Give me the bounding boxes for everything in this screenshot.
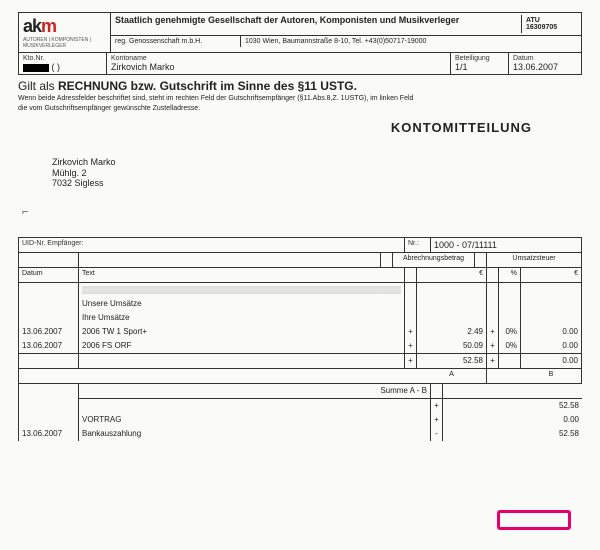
org-title: Staatlich genehmigte Gesellschaft der Au… bbox=[115, 15, 521, 33]
row-text: Unsere Umsätze bbox=[79, 297, 405, 311]
name-value: Zirkovich Marko bbox=[111, 62, 446, 72]
bet-value: 1/1 bbox=[455, 62, 504, 72]
nr-value: 1000 - 07/11111 bbox=[431, 238, 581, 252]
nr-label: Nr.: bbox=[405, 238, 431, 252]
col-b: B bbox=[521, 369, 581, 383]
col-eur2: € bbox=[521, 268, 581, 282]
uid-label: UID-Nr. Empfänger: bbox=[19, 238, 405, 252]
row-text: Ihre Umsätze bbox=[79, 311, 405, 325]
col-umsatzsteuer: Umsatzsteuer bbox=[487, 253, 581, 267]
addr-line1: Zirkovich Marko bbox=[52, 157, 582, 168]
logo-main: ak bbox=[23, 16, 41, 36]
bank-label: Bankauszahlung bbox=[79, 427, 431, 441]
row-text: 2006 FS ORF bbox=[79, 339, 405, 353]
date-label: Datum bbox=[513, 55, 577, 62]
kto-label: Kto.Nr. bbox=[23, 55, 102, 62]
crop-mark-icon: ⌐ bbox=[22, 206, 28, 218]
row-text: 2006 TW 1 Sport+ bbox=[79, 325, 405, 339]
sum-a-b-label: Summe A - B bbox=[79, 384, 431, 398]
header-box: akm AUTOREN | KOMPONISTEN | MUSIKVERLEGE… bbox=[18, 12, 582, 53]
col-a: A bbox=[417, 369, 487, 383]
kto-value: ( ) bbox=[52, 62, 61, 72]
col-text: Text bbox=[79, 268, 405, 282]
date-value: 13.06.2007 bbox=[513, 62, 577, 72]
org-address: 1030 Wien, Baumannstraße 8-10, Tel. +43(… bbox=[241, 36, 525, 47]
subtotal-u: 0.00 bbox=[521, 354, 581, 368]
atu-label: ATU bbox=[526, 17, 573, 24]
bank-date: 13.06.2007 bbox=[19, 427, 79, 441]
redacted-kto bbox=[23, 64, 49, 72]
atu-value: 16309705 bbox=[526, 24, 573, 31]
addr-line2: Mühlg. 2 bbox=[52, 168, 582, 179]
name-label: Kontoname bbox=[111, 55, 446, 62]
row-amount: 50.09 bbox=[417, 339, 487, 353]
reg-text: reg. Genossenschaft m.b.H. bbox=[111, 36, 241, 47]
invoice-heading: Gilt als RECHNUNG bzw. Gutschrift im Sin… bbox=[18, 79, 582, 93]
addr-line3: 7032 Sigless bbox=[52, 178, 582, 189]
statement-table: UID-Nr. Empfänger: Nr.: 1000 - 07/11111 … bbox=[18, 237, 582, 384]
highlight-box bbox=[497, 510, 571, 530]
col-datum: Datum bbox=[19, 268, 79, 282]
col-abrechnung: Abrechnungsbetrag bbox=[393, 253, 475, 267]
recipient-address: Zirkovich Marko Mühlg. 2 7032 Sigless bbox=[52, 157, 582, 189]
note-line1: Wenn beide Adressfelder beschriftet sind… bbox=[18, 95, 582, 103]
logo-subtitle: AUTOREN | KOMPONISTEN | MUSIKVERLEGER bbox=[23, 37, 106, 49]
kontomitteilung-title: KONTOMITTEILUNG bbox=[18, 120, 532, 135]
logo-suffix: m bbox=[41, 16, 56, 36]
col-eur1: € bbox=[417, 268, 487, 282]
vortrag-value: 0.00 bbox=[443, 413, 582, 427]
sum-a-b-value: 52.58 bbox=[443, 399, 582, 413]
logo-cell: akm AUTOREN | KOMPONISTEN | MUSIKVERLEGE… bbox=[19, 13, 111, 52]
account-info-row: Kto.Nr. ( ) KontonameZirkovich Marko Bet… bbox=[18, 53, 582, 75]
vortrag-label: VORTRAG bbox=[79, 413, 431, 427]
subtotal-a: 52.58 bbox=[417, 354, 487, 368]
row-amount: 2.49 bbox=[417, 325, 487, 339]
bet-label: Beteiligung bbox=[455, 55, 504, 62]
bank-value: 52.58 bbox=[443, 427, 582, 441]
note-line2: die vom Gutschriftsempfänger gewünschte … bbox=[18, 105, 582, 113]
col-pct: % bbox=[499, 268, 521, 282]
row-date: 13.06.2007 bbox=[19, 325, 79, 339]
row-date: 13.06.2007 bbox=[19, 339, 79, 353]
